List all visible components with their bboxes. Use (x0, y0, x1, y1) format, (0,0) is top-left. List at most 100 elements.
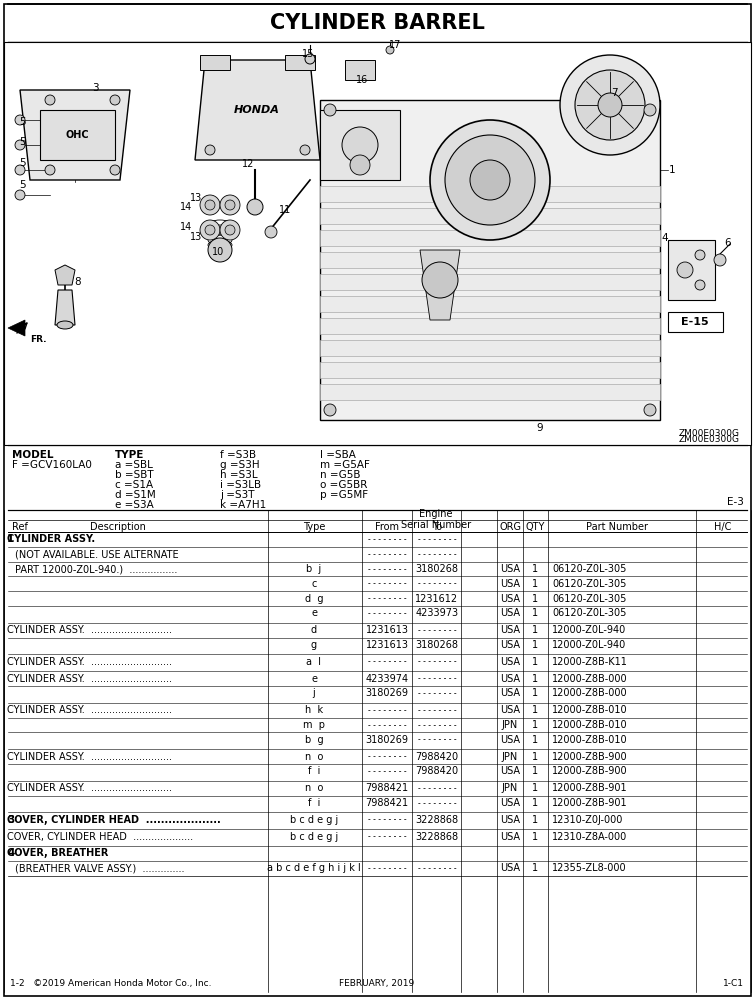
Ellipse shape (598, 93, 622, 117)
Text: 10: 10 (212, 247, 224, 257)
Bar (200, 55, 230, 70)
Text: n  o: n o (305, 783, 323, 793)
Text: 12000-Z0L-940: 12000-Z0L-940 (552, 625, 626, 635)
Text: 14: 14 (180, 202, 192, 212)
Text: - - - - - - - -: - - - - - - - - (368, 535, 406, 544)
Text: 5: 5 (19, 137, 26, 147)
Text: USA: USA (500, 832, 520, 842)
Bar (40, 110, 115, 160)
Text: - - - - - - - -: - - - - - - - - (418, 735, 456, 744)
Text: E-3: E-3 (727, 497, 744, 507)
Ellipse shape (560, 55, 660, 155)
Text: 12355-ZL8-000: 12355-ZL8-000 (552, 863, 627, 873)
Bar (285, 55, 315, 70)
Text: COVER, CYLINDER HEAD  ....................: COVER, CYLINDER HEAD ...................… (7, 832, 193, 842)
Polygon shape (55, 290, 75, 325)
Ellipse shape (300, 145, 310, 155)
Text: f =S3B: f =S3B (220, 450, 256, 460)
Text: Engine: Engine (419, 509, 453, 519)
Text: Part Number: Part Number (586, 522, 648, 532)
Ellipse shape (15, 115, 25, 125)
Text: 3180269: 3180269 (365, 688, 408, 698)
Text: USA: USA (500, 564, 520, 574)
Bar (320, 362, 660, 378)
Text: g =S3H: g =S3H (220, 460, 260, 470)
Text: - - - - - - - -: - - - - - - - - (418, 535, 456, 544)
Text: 12000-Z8B-901: 12000-Z8B-901 (552, 798, 627, 808)
Text: 1: 1 (532, 815, 538, 825)
Text: 1231612: 1231612 (415, 594, 458, 604)
Text: - - - - - - - -: - - - - - - - - (368, 609, 406, 618)
Text: E-15: E-15 (681, 317, 709, 327)
Ellipse shape (714, 254, 726, 266)
Text: l =SBA: l =SBA (320, 450, 356, 460)
Ellipse shape (208, 238, 232, 262)
Text: USA: USA (500, 863, 520, 873)
Text: 12000-Z8B-K11: 12000-Z8B-K11 (552, 657, 628, 667)
Text: USA: USA (500, 657, 520, 667)
Text: 1: 1 (532, 766, 538, 776)
Text: 12310-Z8A-000: 12310-Z8A-000 (552, 832, 627, 842)
Polygon shape (320, 100, 660, 420)
Text: 3180268: 3180268 (415, 564, 458, 574)
Text: 12000-Z8B-010: 12000-Z8B-010 (552, 720, 627, 730)
Text: 13: 13 (190, 193, 202, 203)
Text: - - - - - - - -: - - - - - - - - (368, 864, 406, 873)
Ellipse shape (644, 404, 656, 416)
Text: b =SBT: b =SBT (115, 470, 153, 480)
Polygon shape (668, 240, 715, 300)
Ellipse shape (15, 165, 25, 175)
Text: Serial Number: Serial Number (401, 520, 471, 530)
Text: 4: 4 (661, 233, 668, 243)
Text: 1-2   ©2019 American Honda Motor Co., Inc.: 1-2 ©2019 American Honda Motor Co., Inc. (10, 979, 211, 988)
Text: 1: 1 (669, 165, 675, 175)
Text: COVER, BREATHER: COVER, BREATHER (7, 848, 109, 858)
Text: 5: 5 (19, 117, 26, 127)
Ellipse shape (45, 165, 55, 175)
Text: 12000-Z0L-940: 12000-Z0L-940 (552, 640, 626, 650)
Text: - - - - - - - -: - - - - - - - - (368, 550, 406, 559)
Text: 12: 12 (242, 159, 254, 169)
Text: OHC: OHC (65, 130, 89, 140)
Polygon shape (420, 250, 460, 320)
Text: - - - - - - - -: - - - - - - - - (418, 706, 456, 715)
Polygon shape (55, 265, 75, 285)
Text: 1: 1 (532, 657, 538, 667)
Text: 1: 1 (532, 640, 538, 650)
Text: CYLINDER ASSY.  ...........................: CYLINDER ASSY. .........................… (7, 752, 172, 762)
Text: b c d e g j: b c d e g j (290, 832, 338, 842)
Text: PART 12000-Z0L-940.)  ................: PART 12000-Z0L-940.) ................ (15, 564, 177, 574)
Ellipse shape (644, 104, 656, 116)
Ellipse shape (422, 262, 458, 298)
Text: JPN: JPN (502, 783, 518, 793)
Text: - - - - - - - -: - - - - - - - - (418, 579, 456, 588)
Text: - - - - - - - -: - - - - - - - - (418, 689, 456, 698)
Ellipse shape (695, 250, 705, 260)
Text: b  g: b g (305, 735, 323, 745)
Text: 1: 1 (532, 579, 538, 589)
Text: - - - - - - - -: - - - - - - - - (418, 674, 456, 683)
Text: 06120-Z0L-305: 06120-Z0L-305 (552, 564, 627, 574)
Text: Type: Type (303, 522, 325, 532)
Text: 12000-Z8B-900: 12000-Z8B-900 (552, 766, 627, 776)
Text: - - - - - - - -: - - - - - - - - (418, 721, 456, 730)
Text: USA: USA (500, 640, 520, 650)
Ellipse shape (200, 220, 220, 240)
Text: m  p: m p (303, 720, 325, 730)
Text: 1: 1 (532, 752, 538, 762)
Text: 1: 1 (532, 674, 538, 684)
Ellipse shape (45, 95, 55, 105)
Text: CYLINDER ASSY.  ...........................: CYLINDER ASSY. .........................… (7, 657, 172, 667)
Text: 1: 1 (532, 863, 538, 873)
Text: 3180268: 3180268 (415, 640, 458, 650)
Text: b c d e g j: b c d e g j (290, 815, 338, 825)
Text: 06120-Z0L-305: 06120-Z0L-305 (552, 579, 627, 589)
Text: d  g: d g (305, 594, 323, 604)
Text: h =S3L: h =S3L (220, 470, 257, 480)
Text: (BREATHER VALVE ASSY.)  ..............: (BREATHER VALVE ASSY.) .............. (15, 863, 184, 873)
Ellipse shape (200, 195, 220, 215)
Text: ZM00E0300G: ZM00E0300G (679, 429, 740, 438)
Text: 14: 14 (180, 222, 192, 232)
Bar (320, 230, 660, 246)
Text: USA: USA (500, 579, 520, 589)
